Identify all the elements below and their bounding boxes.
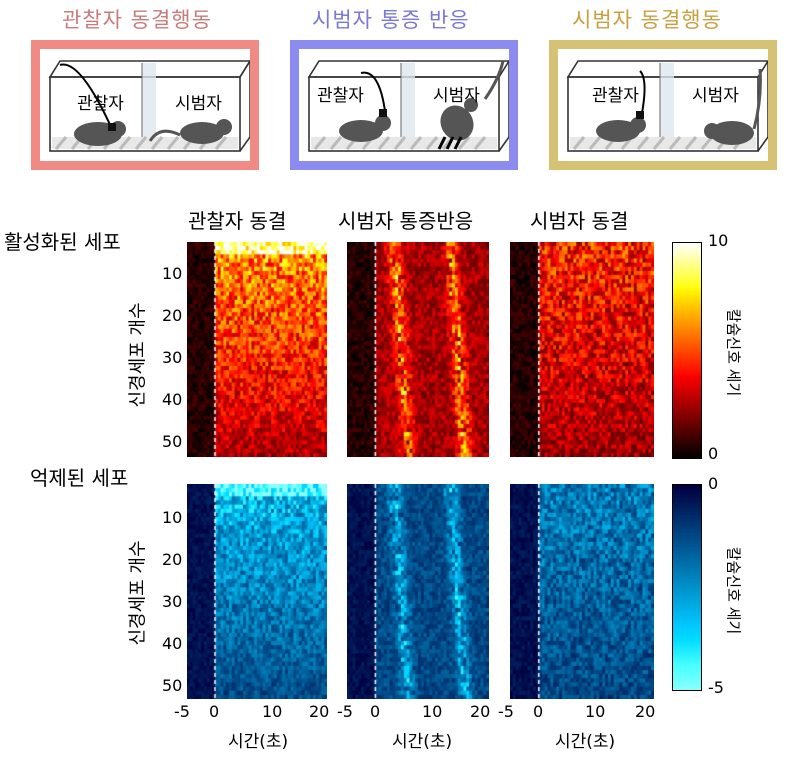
heatmap-inhibited-demonstrator-freezing: [510, 484, 654, 699]
demonstrator-freezing-panel: 관찰자 시범자: [549, 40, 777, 170]
xtick: -5: [174, 702, 190, 721]
heatmap-inhibited-observer-freezing: [187, 484, 327, 699]
xtick: 10: [262, 702, 283, 721]
x-axis-label: 시간(초): [555, 732, 616, 752]
ytick-activated: 10: [162, 264, 183, 283]
colorbar-hot-max: 10: [708, 231, 729, 250]
y-axis-label-activated: 신경세포 개수: [127, 302, 149, 408]
xtick: 20: [309, 702, 330, 721]
colorbar-hot: [672, 242, 702, 459]
condition-title-2: 시범자 통증 반응: [312, 8, 470, 32]
xtick: 10: [585, 702, 606, 721]
x-axis-label: 시간(초): [392, 732, 453, 752]
demonstrator-label: 시범자: [175, 94, 222, 114]
observer-freezing-panel: 관찰자 시범자: [31, 40, 259, 170]
colorbar-blue-min: -5: [708, 678, 724, 697]
ytick-inhibited: 50: [162, 676, 183, 695]
y-axis-label-inhibited: 신경세포 개수: [127, 540, 149, 646]
colorbar-label-hot: 칼슘신호 세기: [724, 308, 743, 397]
condition-title-1: 관찰자 동결행동: [62, 8, 212, 32]
activated-cells-label: 활성화된 세포: [4, 230, 121, 254]
cage-illustration: [566, 60, 768, 152]
observer-label: 관찰자: [592, 86, 639, 106]
heatmap-inhibited-demonstrator-pain: [347, 484, 489, 699]
ytick-inhibited: 30: [162, 592, 183, 611]
condition-title-3: 시범자 동결행동: [572, 8, 722, 32]
xtick: -5: [337, 702, 353, 721]
xtick: 10: [422, 702, 443, 721]
colorbar-hot-min: 0: [708, 444, 719, 463]
x-axis-label: 시간(초): [228, 732, 289, 752]
demonstrator-label: 시범자: [692, 86, 739, 106]
cage-illustration: [307, 60, 509, 152]
ytick-activated: 50: [162, 432, 183, 451]
heatmap-title-1: 관찰자 동결: [188, 209, 287, 233]
xtick: 20: [635, 702, 656, 721]
heatmap-title-2: 시범자 통증반응: [338, 209, 474, 233]
demonstrator-label: 시범자: [433, 86, 480, 106]
cage-illustration: [48, 60, 250, 152]
xtick: 0: [209, 702, 220, 721]
ytick-activated: 30: [162, 348, 183, 367]
heatmap-activated-demonstrator-pain: [347, 242, 489, 457]
colorbar-label-blue: 칼슘신호 세기: [724, 546, 743, 635]
observer-label: 관찰자: [77, 94, 124, 114]
ytick-inhibited: 40: [162, 634, 183, 653]
inhibited-cells-label: 억제된 세포: [30, 466, 129, 490]
heatmap-activated-observer-freezing: [187, 242, 327, 457]
ytick-inhibited: 10: [162, 508, 183, 527]
xtick: 0: [370, 702, 381, 721]
xtick: -5: [498, 702, 514, 721]
xtick: 20: [470, 702, 491, 721]
heatmap-activated-demonstrator-freezing: [510, 242, 654, 457]
heatmap-title-3: 시범자 동결: [530, 209, 629, 233]
observer-label: 관찰자: [317, 86, 364, 106]
demonstrator-pain-panel: 관찰자 시범자: [290, 40, 518, 170]
xtick: 0: [533, 702, 544, 721]
colorbar-blue: [672, 484, 702, 691]
ytick-activated: 20: [162, 306, 183, 325]
ytick-activated: 40: [162, 390, 183, 409]
colorbar-blue-max: 0: [708, 474, 719, 493]
ytick-inhibited: 20: [162, 550, 183, 569]
